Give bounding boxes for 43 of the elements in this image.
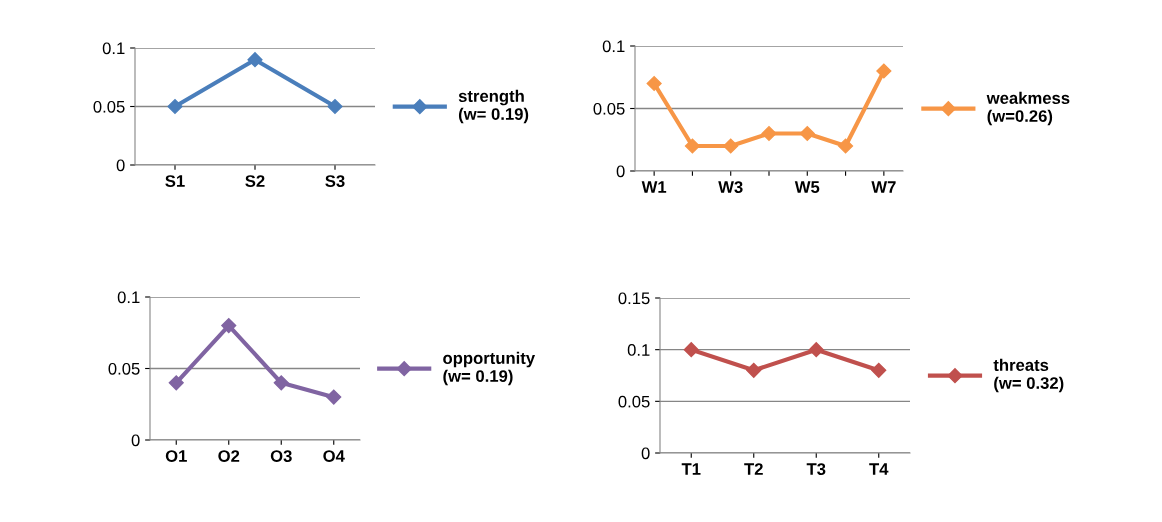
- x-tick-label: T1: [681, 463, 701, 475]
- legend-label: weakmess (w=0.26): [986, 91, 1070, 126]
- y-tick-label: 0.05: [93, 100, 125, 113]
- y-tick-label: 0.15: [618, 292, 650, 305]
- x-tick-label: O3: [270, 450, 292, 462]
- y-tick-label: 0.05: [593, 102, 625, 115]
- y-tick-label: 0: [641, 447, 650, 460]
- x-tick-label: S3: [325, 175, 345, 187]
- x-tick-label: W3: [718, 181, 743, 193]
- legend-label: threats (w= 0.32): [993, 358, 1064, 393]
- y-tick-label: 0.1: [627, 344, 650, 356]
- y-tick-label: 0.05: [618, 395, 650, 408]
- x-tick-label: O1: [165, 450, 187, 462]
- point: [723, 138, 739, 154]
- point: [838, 138, 854, 154]
- point: [273, 375, 289, 391]
- point: [876, 63, 892, 79]
- y-tick-label: 0.05: [108, 362, 140, 375]
- legend-label: strength (w= 0.19): [458, 89, 529, 124]
- y-tick-label: 0: [116, 159, 125, 172]
- point: [646, 75, 662, 92]
- point: [221, 318, 237, 334]
- x-tick-label: O4: [323, 450, 345, 462]
- point: [326, 389, 342, 405]
- x-tick-label: S1: [165, 175, 185, 187]
- point: [684, 138, 700, 154]
- x-tick-label: S2: [245, 175, 265, 187]
- legend-label: opportunity (w= 0.19): [443, 351, 536, 386]
- x-tick-label: T4: [869, 463, 889, 475]
- y-tick-label: 0.1: [102, 42, 125, 55]
- x-tick-label: O2: [218, 450, 240, 462]
- y-tick-label: 0: [616, 165, 625, 178]
- point: [799, 125, 815, 142]
- y-tick-label: 0.1: [117, 291, 140, 304]
- x-tick-label: W5: [794, 181, 820, 193]
- point: [168, 375, 184, 391]
- x-tick-label: W7: [871, 181, 896, 193]
- y-tick-label: 0.1: [602, 40, 625, 53]
- point: [761, 125, 777, 142]
- x-tick-label: T2: [744, 463, 763, 475]
- y-tick-label: 0: [131, 434, 140, 447]
- x-tick-label: W1: [641, 181, 667, 193]
- x-tick-label: T3: [806, 463, 826, 475]
